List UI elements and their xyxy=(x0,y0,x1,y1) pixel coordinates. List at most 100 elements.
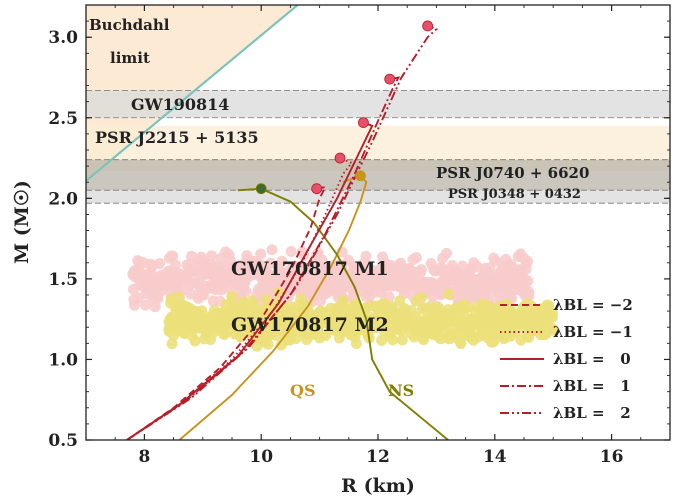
cloud-point xyxy=(169,259,181,271)
cloud-point xyxy=(351,312,363,324)
cloud-point xyxy=(333,332,345,344)
cloud-point xyxy=(537,317,549,329)
cloud-point xyxy=(415,291,427,303)
band-label-1: PSR J2215 + 5135 xyxy=(95,128,259,147)
cloud-point xyxy=(169,267,181,279)
cloud-point xyxy=(251,311,263,323)
cloud-point xyxy=(133,257,145,269)
cloud-point xyxy=(259,336,271,348)
cloud-point xyxy=(267,326,279,338)
cloud-point xyxy=(189,265,201,277)
buchdahl-label-line2: limit xyxy=(110,49,150,67)
cloud-point xyxy=(337,323,349,335)
series-1-max-point xyxy=(255,183,267,195)
cloud-point xyxy=(195,251,207,263)
cloud-point xyxy=(366,268,378,280)
series-5-max-point xyxy=(384,73,396,85)
cloud-point xyxy=(523,331,535,343)
cloud-point xyxy=(481,299,493,311)
cloud-point xyxy=(443,288,455,300)
cloud-point xyxy=(140,299,152,311)
cloud-point xyxy=(264,283,276,295)
cloud-point xyxy=(385,300,397,312)
band-2 xyxy=(86,159,670,191)
series-4-max-point xyxy=(357,117,369,129)
y-tick-label: 2.0 xyxy=(48,189,78,209)
band-label-3: PSR J0348 + 0432 xyxy=(448,187,581,202)
cloud-point xyxy=(334,259,346,271)
cloud-point xyxy=(185,322,197,334)
cloud-point xyxy=(265,257,277,269)
cloud-point xyxy=(226,290,238,302)
cloud-point xyxy=(285,245,297,257)
cloud-point xyxy=(238,284,250,296)
y-axis-label: M (M☉) xyxy=(11,180,33,264)
cloud-point xyxy=(376,251,388,263)
cloud-point xyxy=(198,333,210,345)
cloud-point xyxy=(244,255,256,267)
legend-label: λBL = 0 xyxy=(553,350,631,368)
cloud-point xyxy=(500,266,512,278)
y-tick-label: 1.5 xyxy=(48,270,78,290)
cloud-point xyxy=(472,300,484,312)
y-tick-label: 3.0 xyxy=(48,28,78,48)
cloud-point xyxy=(465,264,477,276)
series-1-line xyxy=(237,187,449,440)
cloud-point xyxy=(497,305,509,317)
series-6-max-point xyxy=(422,20,434,32)
cloud-point xyxy=(321,314,333,326)
cloud-point xyxy=(314,263,326,275)
cloud-point xyxy=(266,244,278,256)
cloud-point xyxy=(460,282,472,294)
cloud-point xyxy=(350,327,362,339)
cloud-point xyxy=(358,257,370,269)
cloud-point xyxy=(355,277,367,289)
cloud-point xyxy=(246,269,258,281)
cloud-point xyxy=(298,327,310,339)
cloud-point xyxy=(403,263,415,275)
cloud-point xyxy=(320,281,332,293)
cloud-point xyxy=(397,308,409,320)
legend-label: λBL = −1 xyxy=(553,323,633,341)
legend-label: λBL = 1 xyxy=(553,377,631,395)
cloud-point xyxy=(488,313,500,325)
cloud-point xyxy=(435,333,447,345)
cloud-point xyxy=(128,269,140,281)
cloud-point xyxy=(334,279,346,291)
cloud-point xyxy=(164,318,176,330)
band-3 xyxy=(86,190,670,204)
ns-label: NS xyxy=(388,381,414,400)
cloud-1 xyxy=(163,287,559,352)
cloud-point xyxy=(451,271,463,283)
cloud-point xyxy=(425,257,437,269)
cloud-point xyxy=(251,321,263,333)
cloud-point xyxy=(214,264,226,276)
cloud-point xyxy=(454,302,466,314)
series-3-max-point xyxy=(334,152,346,164)
band-label-2: PSR J0740 + 6620 xyxy=(436,164,589,182)
cloud-point xyxy=(430,310,442,322)
series-2-max-point xyxy=(311,183,323,195)
cloud-point xyxy=(229,328,241,340)
cloud-point xyxy=(518,253,530,265)
cloud-point xyxy=(541,299,553,311)
cloud-label-1: GW170817 M2 xyxy=(231,314,389,336)
cloud-point xyxy=(504,330,516,342)
cloud-point xyxy=(484,276,496,288)
cloud-point xyxy=(160,275,172,287)
cloud-point xyxy=(379,327,391,339)
cloud-point xyxy=(195,289,207,301)
cloud-point xyxy=(425,276,437,288)
cloud-point xyxy=(468,331,480,343)
band-0 xyxy=(86,90,670,118)
cloud-point xyxy=(399,319,411,331)
cloud-point xyxy=(251,340,263,352)
cloud-point xyxy=(227,264,239,276)
x-tick-label: 16 xyxy=(600,447,624,467)
x-tick-label: 12 xyxy=(366,447,390,467)
series-0-max-point xyxy=(355,170,366,182)
cloud-point xyxy=(221,314,233,326)
cloud-point xyxy=(441,247,453,259)
cloud-point xyxy=(186,330,198,342)
cloud-point xyxy=(314,295,326,307)
